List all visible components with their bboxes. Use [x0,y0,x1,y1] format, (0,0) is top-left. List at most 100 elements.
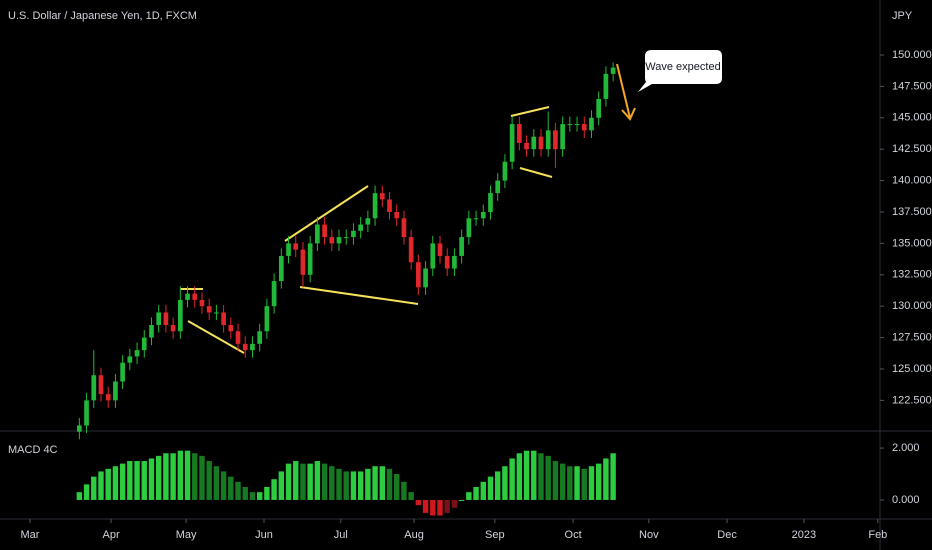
y2-tick-label: 0.000 [892,494,920,506]
macd-bar [394,474,400,500]
trendline [299,286,419,305]
candle-body [416,262,421,288]
candle-body [603,73,609,99]
macd-bar [559,463,566,500]
macd-bar [595,463,602,500]
x-tick-label: Nov [639,529,659,541]
candle-body [156,312,162,326]
candle-body [480,211,486,219]
macd-bar [293,461,299,500]
candle-body [199,299,205,307]
y2-tick-label: 2.000 [892,442,920,454]
macd-bar [350,471,357,500]
macd-bar [285,463,292,500]
macd-bar [321,463,328,500]
macd-bar [422,499,429,513]
macd-bar [523,450,530,500]
candle-body [379,193,385,200]
y-tick-label: 137.500 [892,206,932,218]
y-tick-label: 122.500 [892,394,932,406]
macd-bar [480,481,486,500]
macd-bar [430,499,436,516]
y-tick-label: 145.000 [892,112,932,124]
candle-body [452,255,457,269]
x-tick-label: Sep [485,529,505,541]
candle-body [372,193,378,219]
macd-bar [112,466,119,500]
x-tick-label: May [176,529,197,541]
candle-body [293,243,299,250]
trendline [284,185,369,242]
macd-bar [444,499,450,513]
arrow-shaft [616,63,631,119]
candle-body [488,193,493,212]
macd-bar [581,468,587,500]
macd-bar [170,453,176,500]
candle-body [351,230,356,238]
candle-body [581,124,587,131]
macd-bar [567,466,573,500]
macd-bar [552,461,559,500]
candle-body [365,218,371,225]
y-tick-label: 140.000 [892,174,932,186]
candle-body [531,136,537,150]
candle-body [437,243,443,256]
candle-body [214,312,219,314]
macd-bar [192,453,198,500]
candle-body [185,293,190,300]
candle-body [322,224,327,238]
candle-body [163,312,169,326]
candle-body [596,98,602,118]
macd-bar [220,471,227,500]
macd-bar [119,463,126,500]
candle-body [235,331,241,344]
macd-bar [271,479,277,500]
macd-bar [516,453,523,500]
macd-bar [105,468,111,500]
candle-body [221,312,226,326]
y-tick-label: 132.500 [892,269,932,281]
macd-bar [242,486,248,500]
x-tick-label: Dec [717,529,737,541]
macd-bar [336,468,342,500]
macd-bar [278,471,285,500]
macd-bar [199,455,205,500]
macd-bar [379,466,385,500]
x-tick-label: Feb [868,529,887,541]
macd-bar [91,476,97,500]
candle-body [192,293,198,300]
x-tick-label: Jul [334,529,348,541]
candle-body [560,124,565,150]
indicator-label: MACD 4C [8,444,58,456]
candle-body [228,325,234,332]
macd-bar [256,492,263,500]
candle-body [141,337,147,351]
macd-bar [451,499,458,508]
macd-bar [307,463,313,500]
macd-bar [83,484,90,500]
candle-body [473,218,479,220]
macd-bar [343,471,349,500]
y-tick-label: 130.000 [892,300,932,312]
candle-body [387,199,392,212]
x-tick-label: Apr [103,529,120,541]
macd-bar [545,455,551,500]
candle-body [610,67,616,74]
candle-body [286,243,291,256]
macd-bar [249,492,256,500]
macd-bar [98,471,104,500]
candle-body [91,375,97,401]
y-tick-label: 127.500 [892,331,932,343]
macd-bar [127,461,133,500]
candle-body [336,237,342,244]
macd-bar [155,455,162,500]
macd-bar [141,461,147,500]
candle-body [257,331,263,344]
candle-body [105,394,111,401]
candle-body [517,124,522,143]
macd-bar [401,481,407,500]
macd-bar [610,453,616,500]
candle-body [170,325,176,332]
